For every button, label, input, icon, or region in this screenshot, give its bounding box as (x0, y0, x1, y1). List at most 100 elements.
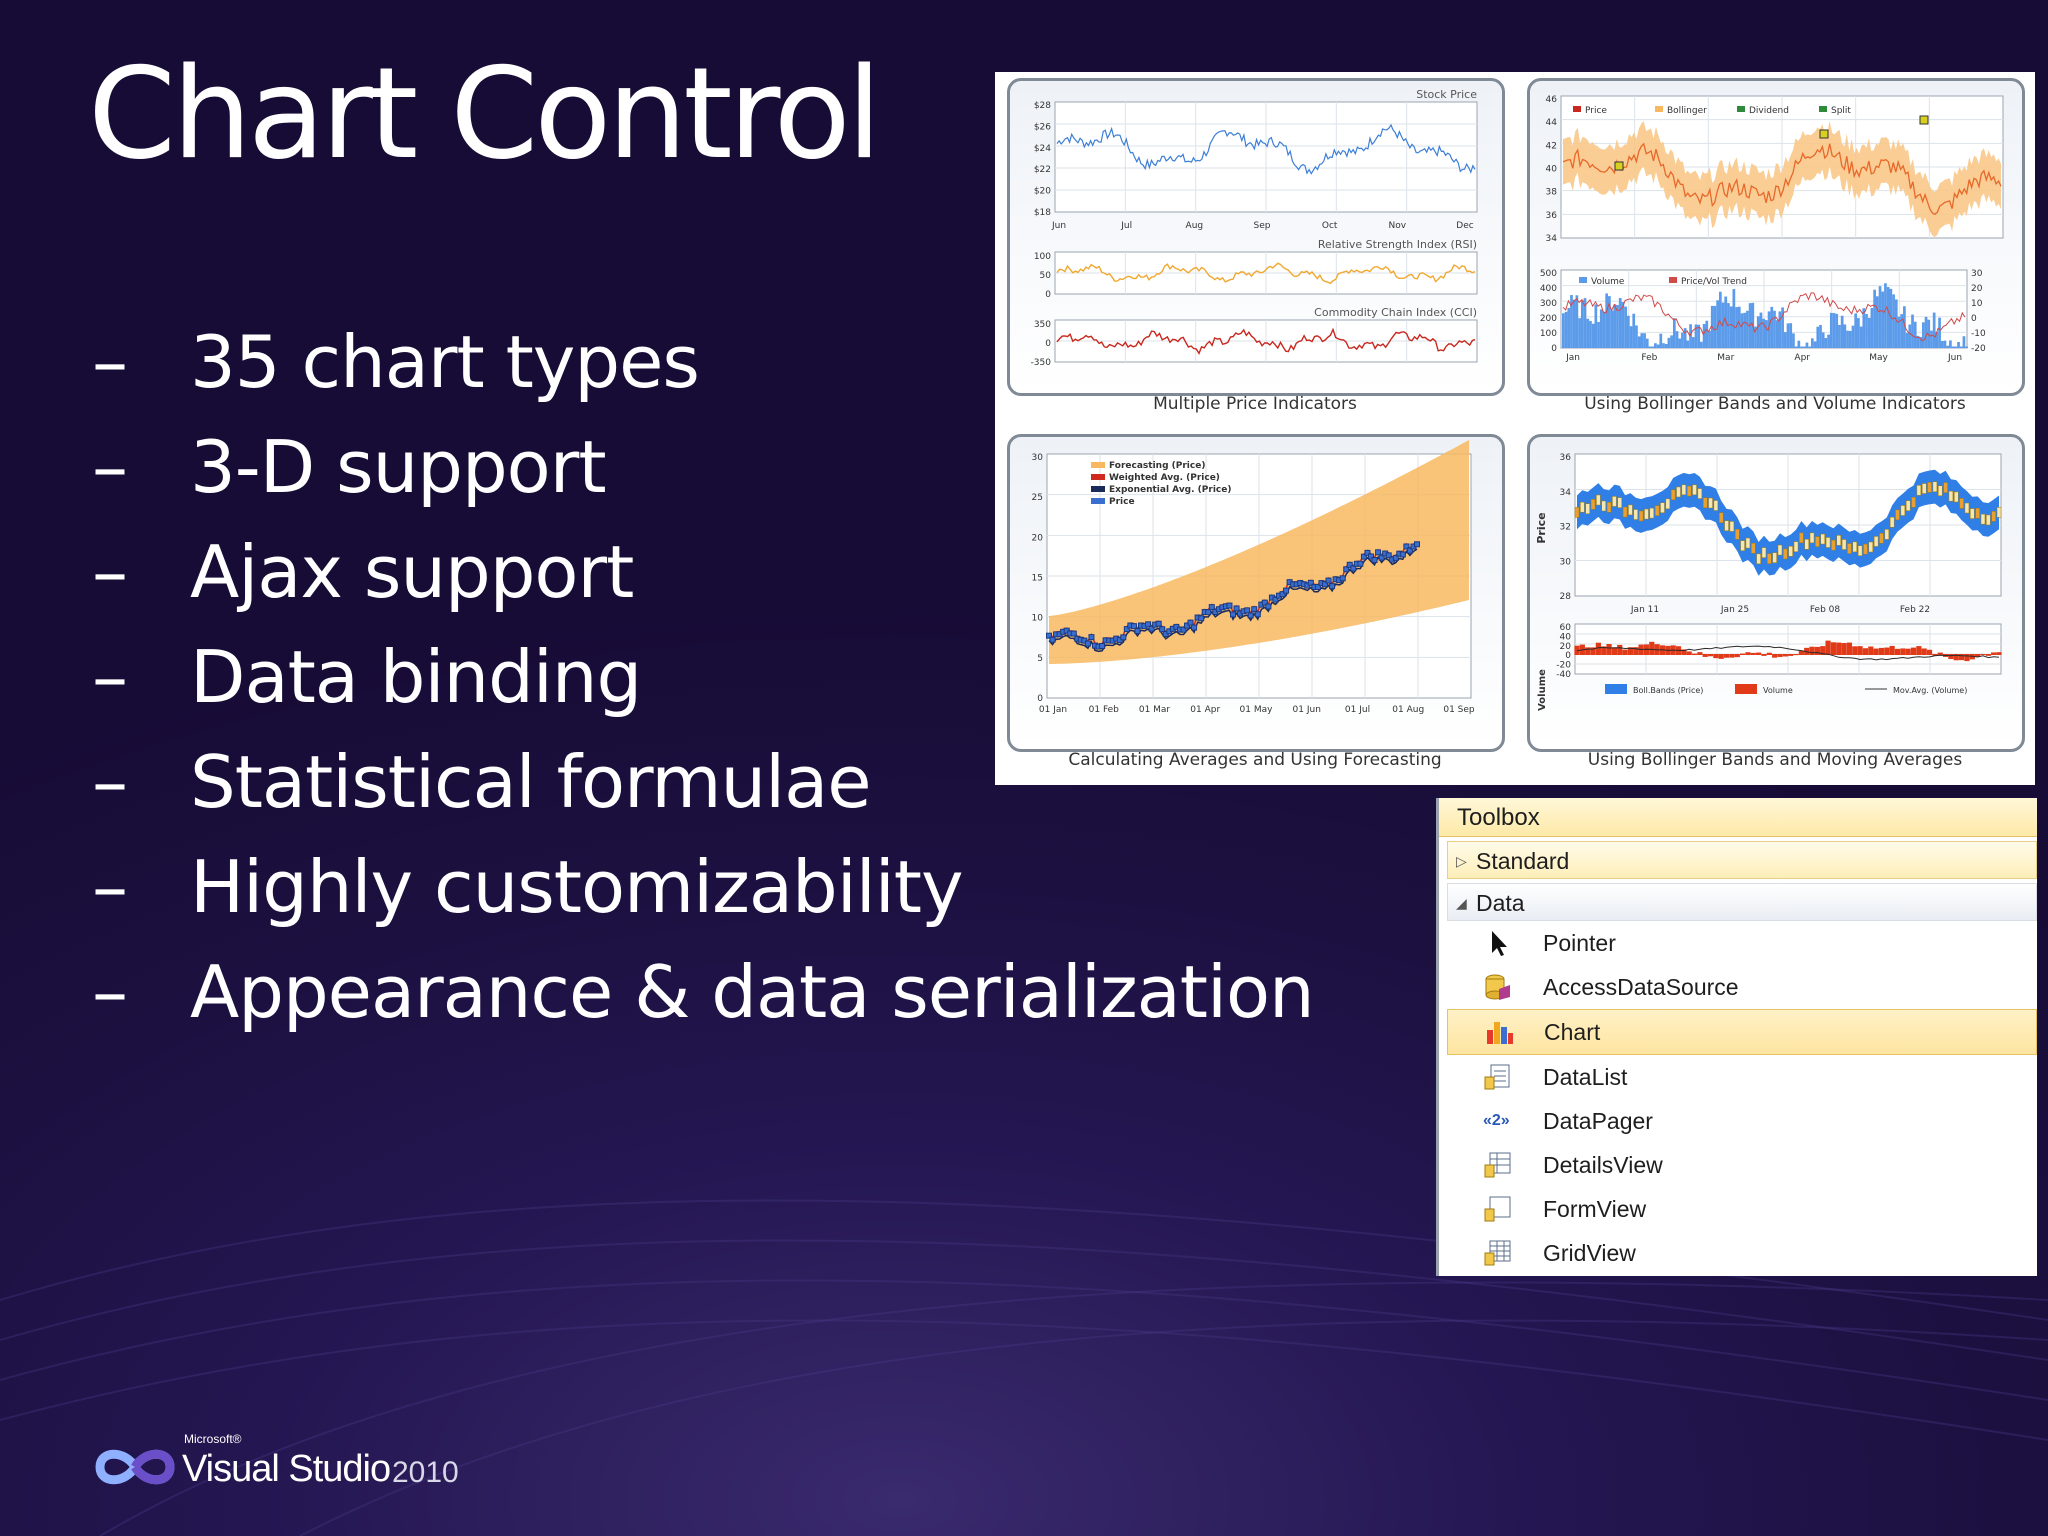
volume-bar (1686, 340, 1690, 348)
tick-label: Jun (1051, 221, 1066, 231)
volume-bar (1905, 332, 1909, 348)
volume-bar (1889, 645, 1895, 655)
candlestick (1948, 490, 1954, 502)
volume-bar (1740, 313, 1744, 348)
toolbox-item-detailsview[interactable]: DetailsView (1447, 1143, 2037, 1187)
datalist-icon (1484, 1064, 1510, 1090)
toolbox-item-accessdatasource[interactable]: AccessDataSource (1447, 965, 2037, 1009)
volume-bar (1884, 647, 1890, 655)
price-point (1247, 612, 1254, 619)
volume-bar (1575, 295, 1579, 348)
volume-bar (1846, 330, 1849, 348)
candlestick (1932, 481, 1938, 492)
volume-bar (1848, 330, 1852, 348)
price-point (1283, 587, 1290, 594)
volume-bar (1617, 644, 1623, 655)
toolbox-item-chart[interactable]: Chart (1447, 1009, 2037, 1055)
volume-bar (1622, 649, 1628, 655)
volume-bar (1935, 331, 1939, 348)
price-point (1385, 552, 1392, 559)
toolbox-item-formview[interactable]: FormView (1447, 1187, 2037, 1231)
candlestick (1873, 536, 1879, 547)
tick-label: $26 (1034, 122, 1051, 132)
price-point (1314, 584, 1321, 591)
toolbox-group-data[interactable]: ◢ Data (1447, 883, 2037, 921)
forecasting-chart: 30 25 20 15 10 5 001 Jan 01 Feb 01 Mar 01 Apr 01 M… (1032, 440, 1475, 715)
candlestick (1879, 532, 1884, 544)
volume-bar (1951, 346, 1955, 348)
volume-bar (1633, 647, 1639, 655)
chart-gallery: Stock Price Relative Strength Index (RSI… (995, 72, 2035, 785)
price-point (1070, 630, 1077, 637)
tick-label: -10 (1971, 329, 1986, 339)
candlestick (1905, 500, 1911, 511)
candlestick (1996, 507, 2002, 518)
volume-bar (1629, 326, 1633, 348)
price-point (1343, 566, 1350, 573)
volume-bar (1840, 315, 1844, 348)
volume-bar (1800, 346, 1803, 348)
volume-bar (1930, 330, 1933, 348)
volume-bar (1949, 340, 1952, 348)
volume-bar (1924, 316, 1928, 348)
volume-bar (1718, 654, 1724, 659)
price-point (1325, 577, 1332, 584)
volume-bar (1702, 323, 1706, 348)
tick-label: 0 (1045, 339, 1051, 349)
volume-bar (1570, 295, 1573, 348)
tick-label: Jun (1947, 353, 1962, 363)
collapse-arrow-icon[interactable]: ◢ (1456, 895, 1467, 911)
access-datasource-icon (1485, 974, 1510, 1000)
price-point (1350, 565, 1357, 572)
tick-label: 46 (1546, 95, 1558, 105)
volume-bar (1792, 333, 1795, 348)
volume-bar (1851, 325, 1855, 348)
tick-label: 20 (1971, 284, 1983, 294)
tick-label: $22 (1034, 165, 1051, 175)
tick-label: 36 (1546, 211, 1558, 221)
volume-bar (1756, 652, 1762, 655)
price-point (1392, 554, 1399, 561)
expand-arrow-icon[interactable]: ▷ (1456, 853, 1467, 869)
toolbox-item-pointer[interactable]: Pointer (1447, 921, 2037, 965)
volume-bar (1686, 651, 1692, 655)
toolbox-group-standard[interactable]: ▷ Standard (1447, 841, 2037, 879)
price-point (1230, 611, 1236, 618)
price-point (1148, 625, 1155, 632)
item-label: Chart (1544, 1019, 1601, 1045)
price-point (1357, 560, 1364, 567)
price-point (1261, 599, 1268, 606)
volume-bar (1881, 291, 1885, 348)
candlestick (1820, 533, 1825, 545)
volume-bar (1836, 642, 1842, 655)
tick-label: 01 Jul (1345, 705, 1370, 715)
volume-bar (1778, 311, 1782, 348)
volume-bar (1788, 654, 1794, 656)
volume-bar (1765, 320, 1768, 348)
tick-label: 20 (1032, 533, 1044, 543)
volume-bar (1729, 306, 1733, 348)
candlestick (1740, 540, 1745, 551)
bullet-item: – Ajax support (92, 520, 1314, 625)
volume-bar (1919, 337, 1922, 348)
price-point (1322, 581, 1328, 588)
volume-bar (1616, 304, 1619, 348)
toolbox-item-datapager[interactable]: «2» DataPager (1447, 1099, 2037, 1143)
price-point (1088, 634, 1095, 641)
volume-bar (1743, 312, 1747, 348)
toolbox-item-datalist[interactable]: DataList (1447, 1055, 2037, 1099)
dividend-marker (1819, 129, 1829, 139)
volume-bar (1911, 314, 1914, 348)
infinity-logo-icon (95, 1449, 175, 1485)
tick-label: 01 Jan (1039, 705, 1067, 715)
panel-multiple-price-indicators: Stock Price Relative Strength Index (RSI… (995, 72, 1515, 428)
toolbox-item-gridview[interactable]: GridView (1447, 1231, 2037, 1275)
tick-label: 30 (1971, 269, 1983, 279)
volume-bar (1681, 332, 1684, 348)
volume-bar (1683, 328, 1687, 348)
tick-label: 01 Jun (1293, 705, 1321, 715)
chart-title: Relative Strength Index (RSI) (1318, 238, 1477, 251)
tick-label: 100 (1034, 252, 1051, 262)
candlestick (1751, 542, 1756, 554)
cci-line (1056, 327, 1476, 355)
